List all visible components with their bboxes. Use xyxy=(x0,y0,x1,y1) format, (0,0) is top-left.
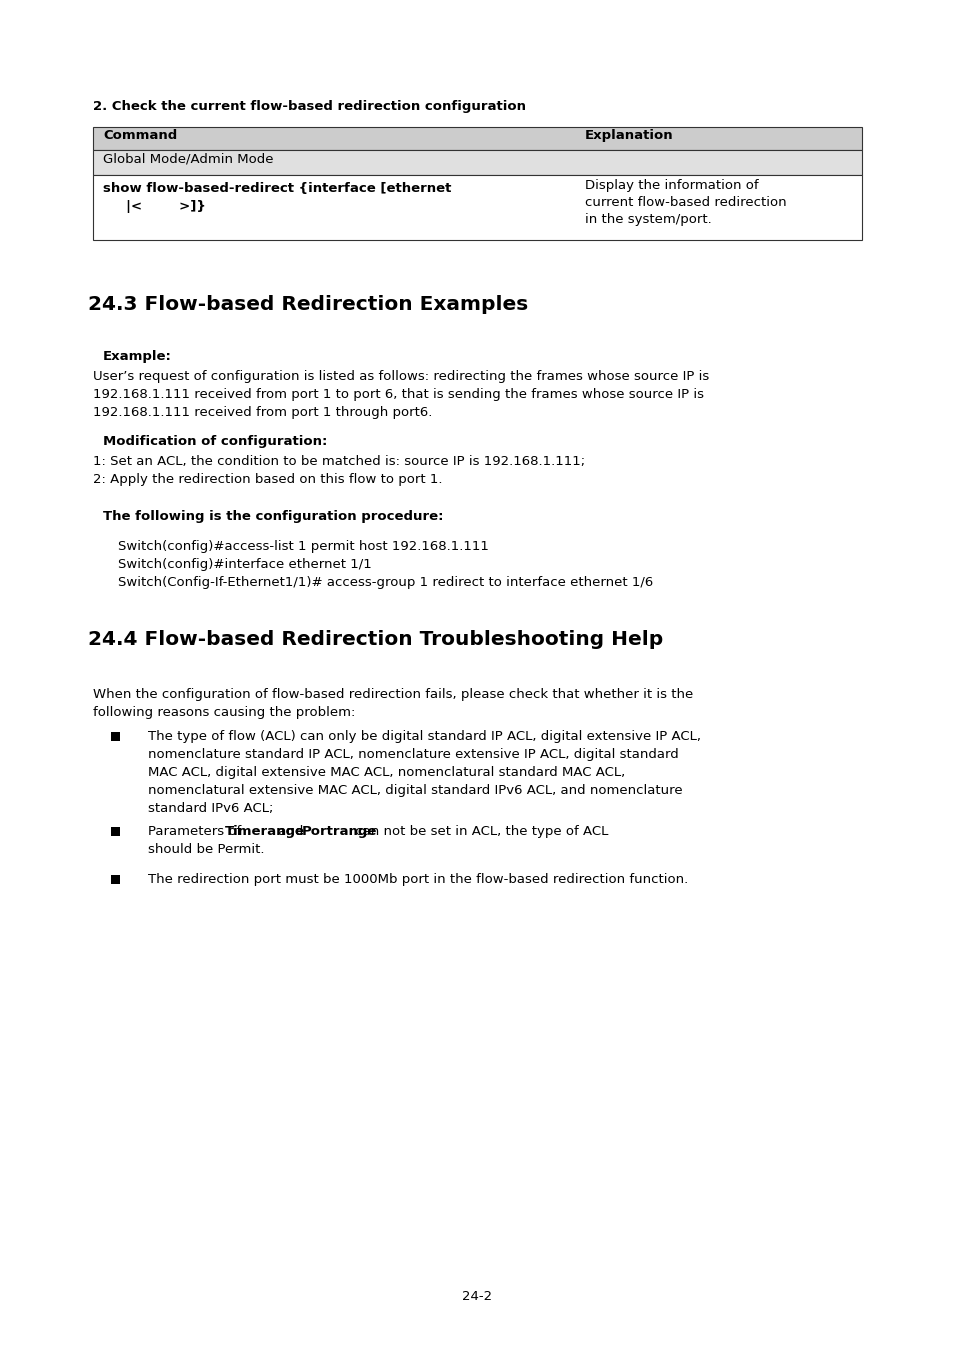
Text: should be Permit.: should be Permit. xyxy=(148,842,264,856)
Text: 24-2: 24-2 xyxy=(461,1291,492,1303)
Text: in the system/port.: in the system/port. xyxy=(584,213,711,225)
Text: The redirection port must be 1000Mb port in the flow-based redirection function.: The redirection port must be 1000Mb port… xyxy=(148,873,687,886)
Text: The type of flow (ACL) can only be digital standard IP ACL, digital extensive IP: The type of flow (ACL) can only be digit… xyxy=(148,730,700,742)
Text: 192.168.1.111 received from port 1 to port 6, that is sending the frames whose s: 192.168.1.111 received from port 1 to po… xyxy=(92,387,703,401)
Bar xyxy=(111,732,120,741)
Text: 2. Check the current flow-based redirection configuration: 2. Check the current flow-based redirect… xyxy=(92,100,525,113)
Text: The following is the configuration procedure:: The following is the configuration proce… xyxy=(103,510,443,522)
Bar xyxy=(92,176,862,240)
Text: Parameters of: Parameters of xyxy=(148,825,245,838)
Text: 24.4 Flow-based Redirection Troubleshooting Help: 24.4 Flow-based Redirection Troubleshoot… xyxy=(88,630,662,649)
Text: nomenclature standard IP ACL, nomenclature extensive IP ACL, digital standard: nomenclature standard IP ACL, nomenclatu… xyxy=(148,748,678,761)
Bar xyxy=(111,875,120,883)
Text: standard IPv6 ACL;: standard IPv6 ACL; xyxy=(148,802,274,815)
Text: 1: Set an ACL, the condition to be matched is: source IP is 192.168.1.111;: 1: Set an ACL, the condition to be match… xyxy=(92,455,584,468)
Text: Example:: Example: xyxy=(103,350,172,363)
Text: User’s request of configuration is listed as follows: redirecting the frames who: User’s request of configuration is liste… xyxy=(92,370,708,383)
Text: nomenclatural extensive MAC ACL, digital standard IPv6 ACL, and nomenclature: nomenclatural extensive MAC ACL, digital… xyxy=(148,784,682,796)
Text: Switch(config)#interface ethernet 1/1: Switch(config)#interface ethernet 1/1 xyxy=(118,558,372,571)
Text: Switch(config)#access-list 1 permit host 192.168.1.111: Switch(config)#access-list 1 permit host… xyxy=(118,540,488,553)
Text: When the configuration of flow-based redirection fails, please check that whethe: When the configuration of flow-based red… xyxy=(92,688,693,701)
Bar xyxy=(111,826,120,836)
Text: Command: Command xyxy=(103,130,177,142)
Text: following reasons causing the problem:: following reasons causing the problem: xyxy=(92,706,355,720)
Text: Global Mode/Admin Mode: Global Mode/Admin Mode xyxy=(103,153,274,165)
Text: Explanation: Explanation xyxy=(584,130,673,142)
Text: Portrange: Portrange xyxy=(302,825,377,838)
Text: and: and xyxy=(274,825,308,838)
Text: 2: Apply the redirection based on this flow to port 1.: 2: Apply the redirection based on this f… xyxy=(92,472,442,486)
Text: current flow-based redirection: current flow-based redirection xyxy=(584,196,786,209)
Text: 24.3 Flow-based Redirection Examples: 24.3 Flow-based Redirection Examples xyxy=(88,296,528,315)
Bar xyxy=(92,127,862,150)
Text: Display the information of: Display the information of xyxy=(584,180,758,192)
Text: |<        >]}: |< >]} xyxy=(103,200,206,213)
Text: Modification of configuration:: Modification of configuration: xyxy=(103,435,327,448)
Text: Switch(Config-If-Ethernet1/1)# access-group 1 redirect to interface ethernet 1/6: Switch(Config-If-Ethernet1/1)# access-gr… xyxy=(118,576,653,589)
Bar xyxy=(92,150,862,176)
Text: MAC ACL, digital extensive MAC ACL, nomenclatural standard MAC ACL,: MAC ACL, digital extensive MAC ACL, nome… xyxy=(148,765,624,779)
Text: 192.168.1.111 received from port 1 through port6.: 192.168.1.111 received from port 1 throu… xyxy=(92,406,432,418)
Text: Timerange: Timerange xyxy=(225,825,305,838)
Text: can not be set in ACL, the type of ACL: can not be set in ACL, the type of ACL xyxy=(351,825,608,838)
Text: show flow-based-redirect {interface [ethernet: show flow-based-redirect {interface [eth… xyxy=(103,182,451,194)
